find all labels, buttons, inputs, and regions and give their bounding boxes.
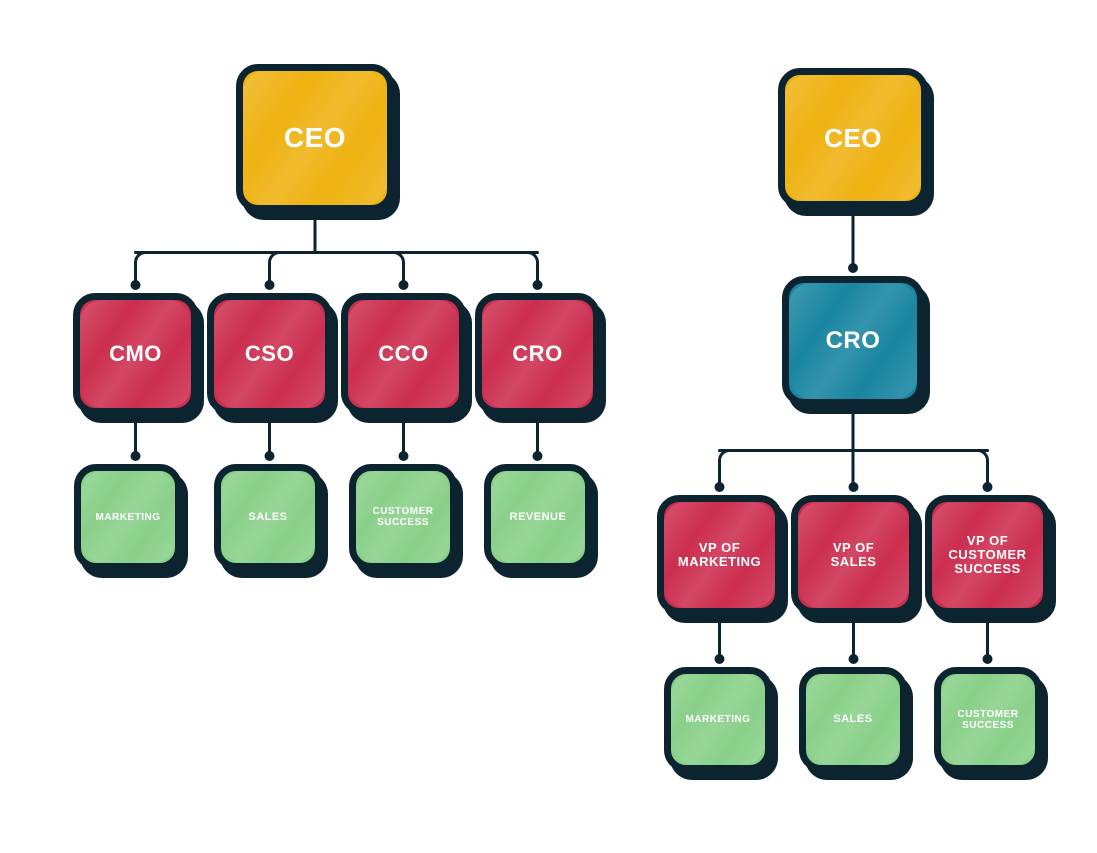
node-label: CEO <box>284 123 346 154</box>
node-label: MARKETING <box>685 714 750 725</box>
node-mkt2: MARKETING <box>664 667 772 772</box>
node-label: SALES <box>248 511 287 523</box>
node-cs1: CUSTOMER SUCCESS <box>349 464 457 570</box>
node-label: CRO <box>826 328 881 354</box>
node-cco: CCO <box>341 293 466 415</box>
node-cmo: CMO <box>73 293 198 415</box>
node-sales2: SALES <box>799 667 907 772</box>
node-cso: CSO <box>207 293 332 415</box>
node-vpcs: VP OF CUSTOMER SUCCESS <box>925 495 1050 615</box>
node-ceo2: CEO <box>778 68 928 208</box>
node-label: CMO <box>109 342 162 366</box>
org-chart-diagram: CEO CMO CSO CCO CRO MARKETING SALES CUSTOMER SU… <box>0 0 1097 853</box>
node-label: CUSTOMER SUCCESS <box>957 709 1018 731</box>
node-label: CUSTOMER SUCCESS <box>372 506 433 528</box>
node-ceo1: CEO <box>236 64 394 212</box>
node-vps: VP OF SALES <box>791 495 916 615</box>
connector-layer <box>0 0 1097 853</box>
node-sales1: SALES <box>214 464 322 570</box>
node-mkt1: MARKETING <box>74 464 182 570</box>
node-label: VP OF MARKETING <box>678 541 761 570</box>
node-label: CRO <box>512 342 562 366</box>
node-vpm: VP OF MARKETING <box>657 495 782 615</box>
node-label: MARKETING <box>95 512 160 523</box>
node-cs2: CUSTOMER SUCCESS <box>934 667 1042 772</box>
node-label: CCO <box>378 342 428 366</box>
node-label: CEO <box>824 124 882 153</box>
node-cro1: CRO <box>475 293 600 415</box>
node-label: REVENUE <box>510 511 567 523</box>
node-label: CSO <box>245 342 294 366</box>
node-label: VP OF CUSTOMER SUCCESS <box>948 534 1026 577</box>
node-rev: REVENUE <box>484 464 592 570</box>
node-label: SALES <box>833 713 872 725</box>
node-label: VP OF SALES <box>831 541 877 570</box>
node-cro2: CRO <box>782 276 924 406</box>
